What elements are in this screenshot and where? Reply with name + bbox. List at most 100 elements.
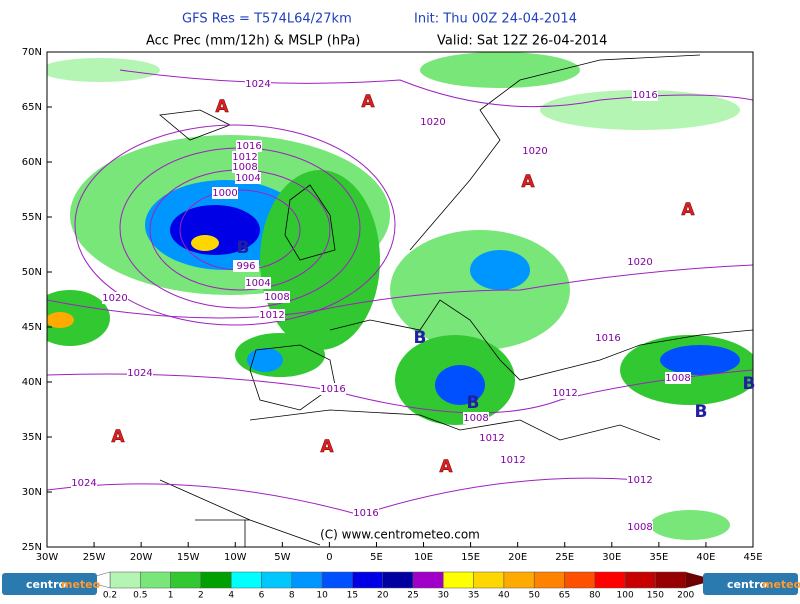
legend-swatch xyxy=(503,571,535,589)
low-pressure: B xyxy=(467,393,480,413)
lon-label: 35E xyxy=(649,552,668,563)
lon-label: 5E xyxy=(370,552,383,563)
isobar-label-bg xyxy=(245,78,271,90)
map-frame xyxy=(46,51,754,548)
lat-label: 40N xyxy=(22,377,42,388)
coastlines xyxy=(159,54,753,547)
isobar-label: 1000 xyxy=(212,188,237,199)
lat-label: 35N xyxy=(22,432,42,443)
isobar-label: 1020 xyxy=(102,293,127,304)
isobar-label: 1020 xyxy=(420,117,445,128)
lon-label: 10W xyxy=(224,552,247,563)
high-pressure: A xyxy=(521,172,535,192)
legend-label: 2 xyxy=(198,591,204,601)
logo-text: centro xyxy=(727,578,767,591)
isobar-label: 1008 xyxy=(264,292,289,303)
legend-swatch xyxy=(140,571,171,589)
logo-text: meteo xyxy=(762,578,800,591)
isobar-label-bg xyxy=(212,187,238,199)
lat-label: 60N xyxy=(22,157,42,168)
isobar-label: 1016 xyxy=(353,508,378,519)
low-pressure: B xyxy=(237,238,250,258)
lon-label: 30E xyxy=(602,552,621,563)
legend-swatch xyxy=(352,571,383,589)
isobar-label: 1012 xyxy=(232,152,257,163)
isobar-label-bg xyxy=(632,89,658,101)
low-pressure: B xyxy=(695,402,708,422)
isobar-label: 1024 xyxy=(127,368,152,379)
title-left: GFS Res = T574L64/27km xyxy=(182,12,352,27)
legend-label: 10 xyxy=(316,591,328,601)
legend-swatch xyxy=(382,571,414,589)
lat-label: 30N xyxy=(22,487,42,498)
isobar-label-bg xyxy=(264,291,290,303)
legend-swatch xyxy=(170,571,202,589)
logo-left: centro meteo xyxy=(2,573,101,595)
isobar-label-bg xyxy=(353,507,379,519)
legend-swatch xyxy=(443,571,474,589)
lat-label: 65N xyxy=(22,102,42,113)
legend-swatch xyxy=(412,571,444,589)
lon-label: 10E xyxy=(414,552,433,563)
low-pressure: B xyxy=(743,374,756,394)
isobar-label-bg xyxy=(320,383,346,395)
legend-label: 30 xyxy=(438,591,450,601)
legend-swatch xyxy=(594,571,626,589)
legend-label: 6 xyxy=(259,591,265,601)
legend: 0.2 0.5 1 2 4 6 8 10 15 20 25 30 35 40 50 65 80 100 150 200 xyxy=(81,571,716,601)
isobar-label: 1008 xyxy=(665,373,690,384)
isobar-label-bg xyxy=(479,432,505,444)
isobar-label-bg xyxy=(595,332,621,344)
isobar-label-bg xyxy=(627,521,653,533)
legend-swatch xyxy=(321,571,353,589)
lat-label: 45N xyxy=(22,322,42,333)
isobar-label: 1012 xyxy=(500,455,525,466)
isobar-label: 1020 xyxy=(522,146,547,157)
isobar-label: 1016 xyxy=(236,141,261,152)
legend-swatch xyxy=(655,571,686,589)
isobar-label-bg xyxy=(500,454,526,466)
isobar-label-bg xyxy=(552,387,578,399)
isobar-label: 1004 xyxy=(245,278,270,289)
logo-text: meteo xyxy=(61,578,101,591)
legend-label: 35 xyxy=(468,591,479,601)
high-pressure: A xyxy=(111,427,125,447)
isobar-label-bg xyxy=(232,151,258,163)
isobar-label: 1016 xyxy=(320,384,345,395)
isobar-label-bg xyxy=(233,260,259,272)
isobar-label-bg xyxy=(102,292,128,304)
legend-swatch xyxy=(473,571,505,589)
legend-label: 40 xyxy=(498,591,510,601)
logo-box xyxy=(703,573,798,595)
isobar-label-bg xyxy=(127,367,153,379)
legend-swatch xyxy=(261,571,293,589)
lon-label: 5W xyxy=(274,552,290,563)
legend-label: 1 xyxy=(168,591,174,601)
logo-right: centro meteo xyxy=(703,573,800,595)
high-pressure: A xyxy=(320,437,334,457)
isobar-label-bg xyxy=(665,372,691,384)
lon-label: 15E xyxy=(461,552,480,563)
lon-label: 30W xyxy=(36,552,59,563)
legend-label: 0.2 xyxy=(103,591,117,601)
legend-label: 65 xyxy=(559,591,570,601)
legend-label: 15 xyxy=(347,591,358,601)
legend-arrow xyxy=(685,572,716,588)
isobar-label: 1008 xyxy=(232,162,257,173)
legend-label: 0.5 xyxy=(133,591,147,601)
high-pressure: A xyxy=(681,200,695,220)
legend-swatch xyxy=(200,571,232,589)
legend-swatch xyxy=(109,571,141,589)
subtitle-left: Acc Prec (mm/12h) & MSLP (hPa) xyxy=(146,34,360,49)
isobar-label: 996 xyxy=(236,261,255,272)
lon-label: 45E xyxy=(743,552,762,563)
isobar-label-bg xyxy=(522,145,548,157)
legend-swatch xyxy=(230,571,262,589)
lat-label: 70N xyxy=(22,47,42,58)
isobar-label-bg xyxy=(259,309,285,321)
lon-label: 25E xyxy=(555,552,574,563)
isobar-label: 1024 xyxy=(71,478,96,489)
legend-label: 20 xyxy=(377,591,389,601)
isobar-label-bg xyxy=(245,277,271,289)
